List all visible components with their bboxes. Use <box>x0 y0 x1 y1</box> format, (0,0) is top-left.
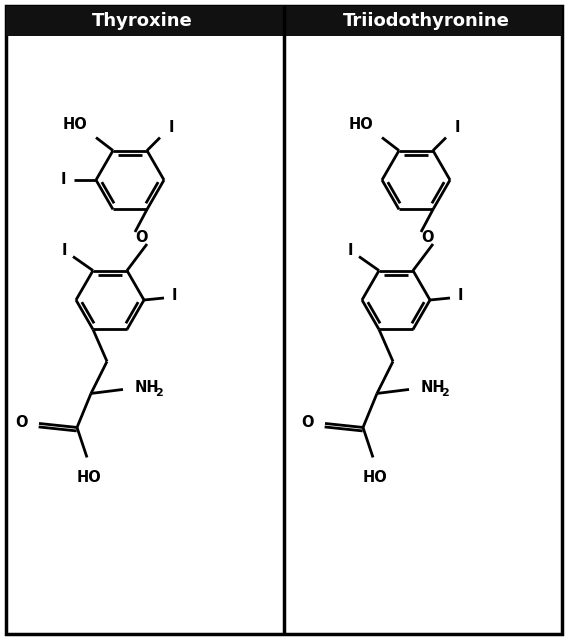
Text: HO: HO <box>362 470 387 486</box>
Text: HO: HO <box>62 117 87 132</box>
Text: I: I <box>172 287 177 303</box>
Text: I: I <box>455 120 461 135</box>
Text: NH: NH <box>135 380 160 395</box>
FancyBboxPatch shape <box>6 6 562 634</box>
Text: HO: HO <box>348 117 373 132</box>
Text: I: I <box>61 243 67 258</box>
Text: O: O <box>136 230 148 246</box>
Text: O: O <box>422 230 435 246</box>
Text: NH: NH <box>421 380 446 395</box>
Text: O: O <box>302 415 314 430</box>
Text: HO: HO <box>77 470 101 486</box>
FancyBboxPatch shape <box>6 6 284 36</box>
Text: I: I <box>169 120 174 135</box>
Text: Triiodothyronine: Triiodothyronine <box>343 12 509 30</box>
Text: I: I <box>61 173 66 188</box>
Text: I: I <box>458 287 463 303</box>
Text: I: I <box>348 243 353 258</box>
Text: O: O <box>15 415 28 430</box>
Text: Thyroxine: Thyroxine <box>91 12 193 30</box>
FancyBboxPatch shape <box>284 6 562 36</box>
Text: 2: 2 <box>441 388 449 399</box>
Text: 2: 2 <box>155 388 163 399</box>
